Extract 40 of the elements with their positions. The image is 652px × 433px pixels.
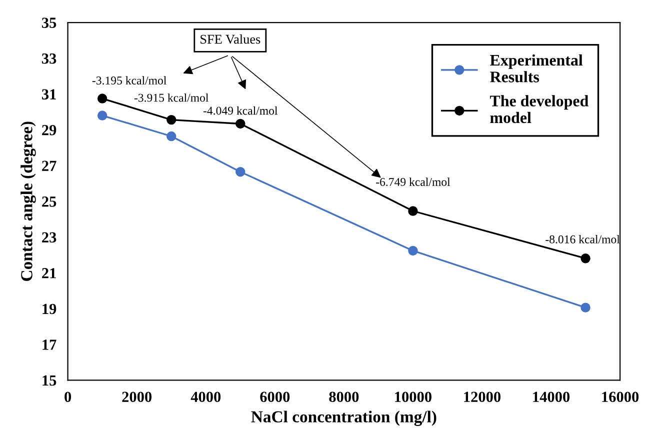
y-tick-label: 29 [42,124,56,136]
point [408,206,418,216]
y-tick-label: 19 [42,304,56,314]
y-tick-label: 15 [42,375,56,386]
y-tick-label: 31 [42,89,56,100]
y-tick-label: 21 [42,268,56,278]
annotation: -6.749 kcal/mol [376,178,450,186]
point [580,254,590,264]
point [236,118,246,129]
point [166,131,176,142]
annotation: -4.049 kcal/mol [203,106,278,115]
y-tick-label: 35 [42,18,56,28]
legend-label: Experimental Results [490,54,583,82]
x-tick-label: 0 [64,392,72,402]
annotation: SFE Values [200,34,260,44]
x-tick-label: 16000 [602,392,639,402]
legend-label: The developed model [490,95,588,124]
x-axis-title: NaCl concentration (mg/l) [251,410,436,426]
x-tick-label: 8000 [329,392,359,402]
x-tick-label: 14000 [533,392,570,402]
y-tick-label: 17 [42,340,56,350]
point [166,114,176,125]
y-tick-label: 25 [42,196,56,207]
x-tick-label: 12000 [464,392,501,402]
point [97,110,108,120]
x-tick-label: 10000 [395,392,432,402]
point [97,94,108,104]
annotation: -3.195 kcal/mol [92,76,166,85]
annotation: -8.016 kcal/mol [546,235,620,244]
y-tick-label: 23 [42,232,56,243]
annotation: -3.915 kcal/mol [134,93,208,102]
x-tick-label: 6000 [260,392,290,402]
x-tick-label: 4000 [190,392,221,402]
point [580,302,590,312]
x-tick-label: 2000 [122,392,152,402]
point [236,166,246,177]
y-tick-label: 33 [42,53,56,64]
y-axis-title: Contact angle (degree) [20,122,36,281]
y-tick-label: 27 [42,160,56,171]
point [408,246,418,256]
